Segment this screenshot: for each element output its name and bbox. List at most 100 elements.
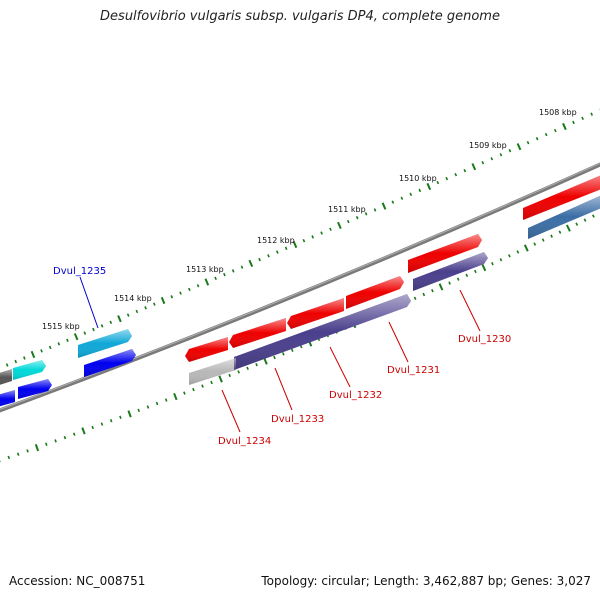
cds-highlight — [13, 360, 46, 380]
inner-tick-minor — [237, 370, 240, 374]
outer-tick-minor — [499, 153, 503, 157]
outer-tick-minor — [355, 215, 359, 220]
outer-tick-major — [73, 333, 79, 341]
outer-tick-minor — [258, 257, 261, 262]
inner-tick-minor — [282, 352, 285, 356]
outer-tick-minor — [346, 219, 350, 224]
inner-tick-minor — [183, 391, 186, 395]
inner-tick-minor — [72, 432, 76, 436]
inner-tick-minor — [164, 398, 168, 402]
inner-tick-major — [173, 392, 178, 401]
scale-label: 1511 kbp — [328, 205, 366, 214]
scale-label: 1508 kbp — [539, 108, 577, 117]
inner-tick-minor — [246, 366, 249, 371]
outer-tick-major — [337, 221, 342, 230]
inner-tick-minor — [575, 222, 579, 226]
inner-tick-minor — [290, 348, 294, 352]
cds-highlight — [408, 234, 482, 273]
cds-highlight — [84, 349, 136, 377]
gene-label-dvul-1232[interactable]: Dvul_1232 — [329, 390, 382, 401]
inner-tick-minor — [45, 442, 48, 446]
inner-tick-major — [34, 443, 40, 452]
outer-tick-major — [292, 240, 298, 249]
cds-highlight — [287, 298, 344, 329]
gene-label-dvul-1233[interactable]: Dvul_1233 — [271, 414, 324, 425]
gene-label-dvul-1231[interactable]: Dvul_1231 — [387, 365, 440, 376]
outer-tick-minor — [302, 238, 306, 243]
inner-tick-minor — [473, 269, 477, 274]
cds-highlight — [185, 337, 228, 362]
cds-highlight — [528, 195, 600, 239]
inner-tick-minor — [63, 435, 67, 440]
outer-tick-minor — [48, 345, 52, 350]
outer-tick-minor — [400, 196, 404, 200]
outer-tick-minor — [590, 112, 594, 116]
inner-tick-minor — [16, 452, 20, 456]
cds-highlight — [523, 175, 600, 220]
outer-tick-minor — [275, 250, 279, 254]
outer-tick-minor — [267, 254, 270, 258]
leader-line-dvul-1231 — [388, 321, 409, 363]
leader-line-dvul-1235 — [79, 276, 99, 329]
topology-footer: Topology: circular; Length: 3,462,887 bp… — [261, 574, 591, 588]
cds-highlight — [229, 318, 286, 348]
outer-tick-minor — [5, 363, 9, 367]
outer-tick-minor — [179, 291, 182, 295]
outer-tick-minor — [418, 188, 422, 193]
cds-highlights — [0, 175, 600, 407]
outer-tick-major — [204, 278, 210, 286]
outer-tick-minor — [526, 140, 530, 145]
cds-highlight — [0, 369, 12, 385]
scale-label: 1514 kbp — [114, 294, 152, 303]
scale-labels: 1508 kbp 1509 kbp 1510 kbp 1511 kbp 1512 kbp… — [42, 108, 577, 331]
inner-tick-major — [263, 357, 268, 365]
inner-tick-minor — [109, 419, 113, 423]
outer-tick-minor — [40, 349, 43, 353]
outer-tick-minor — [144, 306, 147, 310]
outer-tick-minor — [581, 116, 584, 121]
scale-label: 1509 kbp — [469, 141, 507, 150]
outer-tick-minor — [109, 320, 113, 325]
inner-tick-minor — [146, 405, 150, 409]
outer-tick-minor — [214, 276, 217, 281]
inner-tick-minor — [273, 355, 276, 360]
outer-tick-minor — [135, 309, 139, 314]
outer-tick-minor — [391, 200, 395, 204]
gene-labels: Dvul_1235 Dvul_1234 Dvul_1233 Dvul_1232 … — [53, 266, 511, 447]
genome-backbone-highlight — [0, 162, 600, 410]
inner-tick-minor — [100, 422, 104, 426]
inner-tick-minor — [210, 380, 213, 385]
outer-tick-minor — [100, 324, 104, 328]
cds-highlight — [413, 252, 488, 291]
inner-tick-minor — [550, 234, 553, 238]
outer-tick-minor — [320, 231, 323, 235]
scale-label: 1515 kbp — [42, 322, 80, 331]
leader-line-dvul-1234 — [221, 389, 241, 433]
outer-tick-minor — [126, 313, 130, 317]
gene-label-dvul-1234[interactable]: Dvul_1234 — [218, 436, 271, 447]
outer-tick-minor — [409, 192, 413, 197]
inner-tick-minor — [422, 292, 426, 297]
inner-tick-minor — [541, 238, 545, 242]
outer-tick-minor — [454, 172, 458, 177]
cds-highlight — [346, 276, 404, 309]
outer-tick-major — [471, 163, 477, 171]
cds-highlight — [234, 294, 411, 370]
leader-line-dvul-1230 — [459, 289, 481, 332]
inner-tick-minor — [413, 296, 417, 301]
outer-tick-major — [562, 122, 567, 131]
gene-label-dvul-1230[interactable]: Dvul_1230 — [458, 334, 511, 345]
outer-tick-major — [160, 296, 166, 305]
leader-line-dvul-1233 — [274, 367, 293, 411]
inner-tick-minor — [91, 425, 94, 430]
gene-label-dvul-1235[interactable]: Dvul_1235 — [53, 266, 106, 277]
accession-footer: Accession: NC_008751 — [9, 574, 146, 588]
inner-tick-minor — [155, 401, 159, 406]
inner-tick-minor — [558, 230, 562, 234]
inner-tick-minor — [516, 250, 520, 254]
inner-tick-minor — [299, 344, 303, 349]
scale-label: 1513 kbp — [186, 265, 224, 274]
inner-tick-minor — [591, 214, 595, 218]
